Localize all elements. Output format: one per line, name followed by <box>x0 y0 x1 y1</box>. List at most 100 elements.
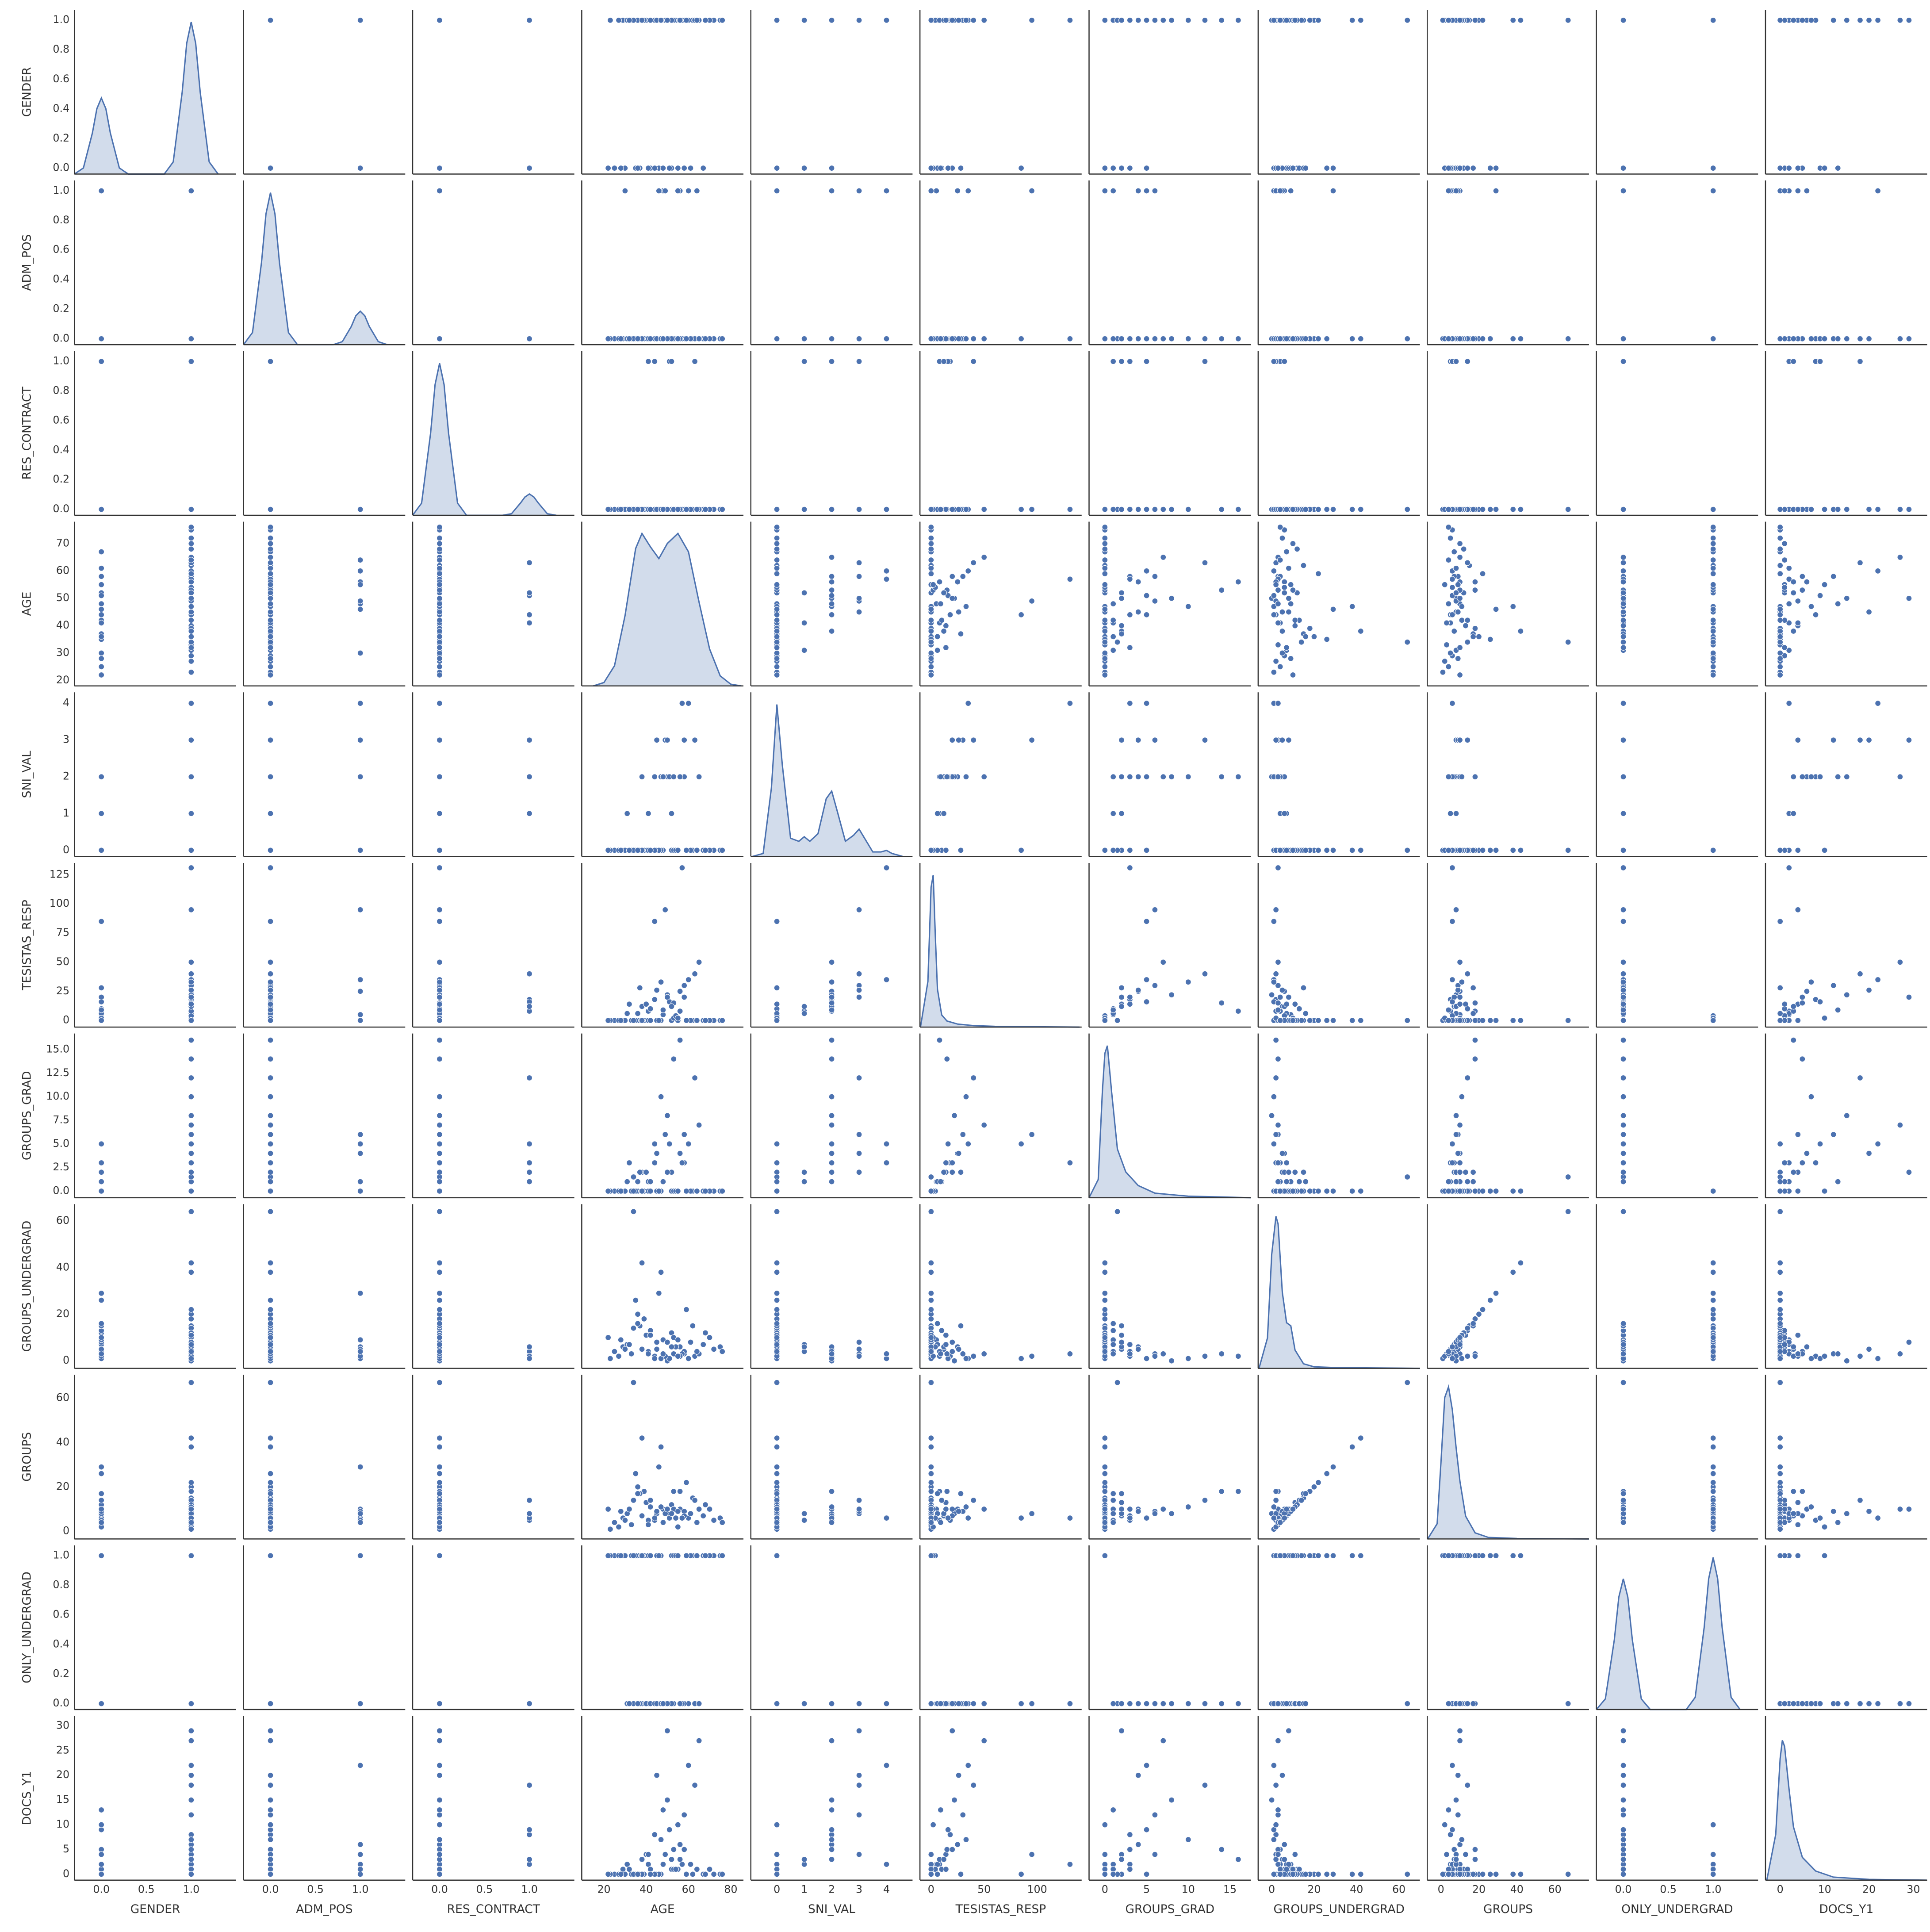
panel <box>581 351 744 516</box>
point <box>1493 1017 1499 1024</box>
panel <box>1596 862 1758 1028</box>
point <box>1472 1056 1478 1062</box>
point <box>1102 1269 1108 1276</box>
point <box>436 188 443 194</box>
point <box>681 165 688 172</box>
point <box>828 601 835 607</box>
point <box>774 1260 780 1266</box>
point <box>1445 506 1452 513</box>
point <box>658 979 664 985</box>
point <box>1110 335 1117 342</box>
point <box>1459 979 1465 985</box>
point <box>1277 1188 1283 1194</box>
point <box>1510 603 1516 610</box>
point <box>1906 737 1912 744</box>
point <box>1235 774 1241 780</box>
point <box>436 565 443 571</box>
point <box>693 1348 700 1355</box>
point <box>1817 592 1823 599</box>
point <box>664 737 670 744</box>
point <box>685 1355 692 1362</box>
panel <box>1257 862 1420 1028</box>
point <box>828 611 835 618</box>
point <box>1235 335 1241 342</box>
point <box>856 609 862 615</box>
point <box>267 1122 274 1128</box>
point <box>1620 560 1627 566</box>
point <box>828 188 835 194</box>
point <box>605 847 612 854</box>
point <box>928 1334 934 1341</box>
point <box>1777 633 1784 640</box>
point <box>1799 774 1806 780</box>
point <box>1897 335 1903 342</box>
point <box>928 655 934 662</box>
point <box>436 1169 443 1176</box>
point <box>1857 1074 1863 1081</box>
point <box>436 918 443 925</box>
point <box>883 1350 890 1357</box>
point <box>188 1037 195 1043</box>
point <box>1451 628 1458 634</box>
point <box>1812 611 1819 618</box>
panel <box>243 351 406 516</box>
point <box>941 810 947 817</box>
point <box>1457 554 1463 560</box>
point <box>267 595 274 602</box>
point <box>1287 655 1294 662</box>
point <box>1275 1056 1281 1062</box>
point <box>664 17 670 23</box>
point <box>1441 658 1448 665</box>
point <box>1710 571 1716 577</box>
point <box>636 1169 643 1176</box>
point <box>357 976 364 983</box>
point <box>677 988 683 995</box>
point <box>98 573 105 580</box>
point <box>774 565 780 571</box>
point <box>719 506 726 513</box>
point <box>1830 573 1837 580</box>
point <box>526 1355 533 1362</box>
panel <box>1765 692 1927 857</box>
point <box>1357 1017 1364 1024</box>
point <box>1277 557 1283 564</box>
point <box>949 17 956 23</box>
point <box>662 1131 669 1138</box>
point <box>1279 535 1286 541</box>
point <box>357 988 364 995</box>
point <box>267 628 274 634</box>
point <box>949 595 956 602</box>
point <box>1479 847 1486 854</box>
point <box>681 1131 688 1138</box>
point <box>1275 620 1281 626</box>
panel <box>581 10 744 175</box>
point <box>611 1348 618 1355</box>
point <box>267 1037 274 1043</box>
point <box>1300 562 1307 569</box>
point <box>692 358 698 365</box>
point <box>1445 774 1452 780</box>
point <box>647 847 654 854</box>
point <box>1808 17 1815 23</box>
point <box>1472 587 1478 594</box>
point <box>436 601 443 607</box>
point <box>1160 959 1167 966</box>
point <box>1330 506 1336 513</box>
point <box>651 1159 658 1166</box>
point <box>1302 1010 1309 1017</box>
point <box>1786 601 1792 607</box>
point <box>928 565 934 571</box>
point <box>949 506 956 513</box>
point <box>1143 999 1150 1005</box>
point <box>630 1208 637 1215</box>
point <box>1620 1159 1627 1166</box>
panel <box>1765 521 1927 686</box>
point <box>1445 17 1452 23</box>
point <box>1510 17 1516 23</box>
point <box>98 620 105 626</box>
point <box>1472 1188 1478 1194</box>
point <box>1067 576 1073 583</box>
point <box>267 1178 274 1185</box>
point <box>1472 1000 1478 1006</box>
point <box>1281 358 1288 365</box>
